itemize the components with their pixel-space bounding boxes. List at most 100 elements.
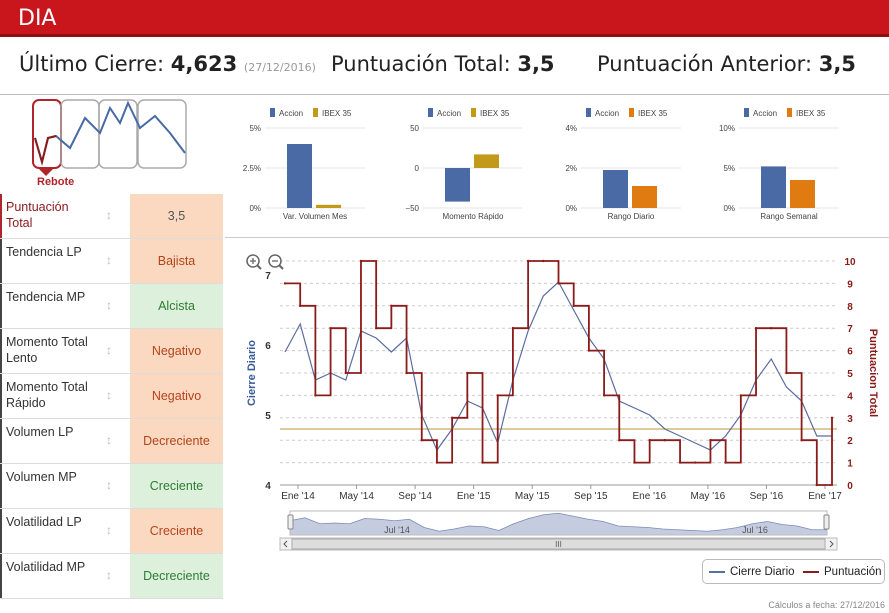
bars-divider — [225, 237, 889, 238]
legend-puntuacion-text: Puntuación — [824, 566, 882, 578]
scroll-left-icon — [283, 540, 288, 548]
bar-accion — [761, 166, 786, 208]
puntuacion-point — [678, 461, 682, 464]
y-tick-right: 10 — [844, 257, 856, 268]
puntuacion-point — [663, 439, 667, 442]
legend-accion-swatch — [428, 108, 433, 117]
y-tick-right: 6 — [847, 347, 853, 358]
header-bar: DIA — [0, 0, 889, 37]
y-tick-label: −50 — [405, 204, 419, 213]
indicator-row: Volatilidad LP ↕ Creciente — [0, 509, 223, 554]
legend-accion-text: Accion — [437, 109, 461, 118]
indicator-value: Creciente — [130, 464, 223, 508]
main-chart-legend[interactable]: Cierre Diario Puntuación — [702, 559, 885, 584]
rebote-signal-icon — [32, 99, 187, 176]
legend-accion-text: Accion — [753, 109, 777, 118]
last-close-label: Último Cierre: — [19, 52, 171, 76]
bar-ibex — [632, 186, 657, 208]
puntuacion-point — [298, 304, 302, 307]
previous-score-label: Puntuación Anterior: — [597, 52, 819, 76]
indicator-row: Tendencia MP ↕ Alcista — [0, 284, 223, 329]
legend-puntuacion[interactable]: Puntuación — [803, 566, 882, 578]
zoom-in-plus — [250, 258, 256, 264]
bar-ibex — [790, 180, 815, 208]
scroll-right-icon — [829, 540, 834, 548]
series-puntuacion-line — [285, 260, 833, 486]
puntuacion-point — [815, 483, 819, 487]
scrollbar-thumb — [291, 538, 826, 550]
sort-arrows-icon[interactable]: ↕ — [106, 298, 112, 312]
y-tick-right: 4 — [847, 391, 853, 402]
sort-arrows-icon[interactable]: ↕ — [106, 523, 112, 537]
puntuacion-point — [359, 259, 363, 263]
puntuacion-point — [648, 439, 651, 442]
puntuacion-point — [557, 282, 560, 285]
indicator-row: Volatilidad MP ↕ Decreciente — [0, 554, 223, 599]
puntuacion-point — [724, 461, 727, 464]
sort-arrows-icon[interactable]: ↕ — [106, 478, 112, 492]
legend-cierre[interactable]: Cierre Diario — [709, 566, 795, 578]
y-tick-left: 7 — [265, 271, 271, 282]
last-close-date: (27/12/2016) — [243, 61, 316, 74]
indicator-value: Negativo — [130, 374, 223, 418]
category-label: Var. Volumen Mes — [283, 212, 347, 221]
legend-puntuacion-swatch — [803, 570, 819, 573]
total-score-value: 3,5 — [517, 52, 555, 76]
puntuacion-point — [420, 439, 423, 442]
y-tick-left: 5 — [265, 411, 271, 422]
puntuacion-point — [481, 461, 484, 464]
range-navigator[interactable]: Jul '14 Jul '16 — [287, 510, 830, 536]
navigator-scrollbar[interactable]: III — [279, 537, 838, 551]
x-tick-label: May '14 — [339, 491, 374, 502]
last-close-value: 4,623 — [170, 52, 238, 76]
indicator-value: 3,5 — [130, 194, 223, 238]
puntuacion-point — [785, 371, 788, 375]
x-tick-label: Sep '15 — [574, 491, 608, 502]
legend-accion-swatch — [744, 108, 749, 117]
legend-cierre-swatch — [709, 570, 725, 573]
puntuacion-point — [329, 327, 332, 330]
bar-ibex — [316, 204, 341, 208]
navigator-label: Jul '14 — [384, 525, 410, 535]
legend-ibex-text: IBEX 35 — [796, 109, 826, 118]
navigator-label: Jul '16 — [742, 525, 768, 535]
sort-arrows-icon[interactable]: ↕ — [106, 433, 112, 447]
puntuacion-point — [496, 394, 499, 397]
bar-ibex — [474, 154, 499, 168]
legend-ibex-swatch — [471, 108, 476, 117]
y-tick-label: 5% — [723, 164, 735, 173]
sort-arrows-icon[interactable]: ↕ — [106, 343, 112, 357]
puntuacion-point — [800, 439, 803, 442]
y-tick-left: 6 — [265, 341, 271, 352]
zoom-out-icon[interactable] — [268, 254, 284, 270]
indicator-row: Momento Total Lento ↕ Negativo — [0, 329, 223, 374]
indicator-row: Momento Total Rápido ↕ Negativo — [0, 374, 223, 419]
y-tick-label: 2% — [565, 164, 577, 173]
navigator-right-handle — [823, 514, 830, 530]
navigator-area — [289, 512, 828, 536]
legend-ibex-swatch — [787, 108, 792, 117]
zoom-in-icon[interactable] — [246, 254, 262, 270]
y-tick-right: 3 — [847, 414, 853, 425]
y-tick-right: 9 — [847, 279, 853, 290]
y-tick-right: 0 — [847, 481, 853, 492]
legend-ibex-swatch — [313, 108, 318, 117]
sort-arrows-icon[interactable]: ↕ — [106, 208, 112, 222]
legend-accion-swatch — [270, 108, 275, 117]
navigator-left-handle — [287, 514, 294, 530]
indicator-value: Creciente — [130, 509, 223, 553]
bar-accion — [287, 144, 312, 208]
sort-arrows-icon[interactable]: ↕ — [106, 568, 112, 582]
legend-accion-text: Accion — [279, 109, 303, 118]
indicator-label: Volumen MP — [0, 464, 95, 508]
puntuacion-point — [572, 304, 575, 307]
sort-arrows-icon[interactable]: ↕ — [106, 253, 112, 267]
x-tick-label: Ene '15 — [457, 491, 491, 502]
total-score: Puntuación Total: 3,5 — [331, 52, 555, 76]
sort-arrows-icon[interactable]: ↕ — [106, 388, 112, 402]
comparison-bar-charts: Accion IBEX 35 5% 2.5% 0% Var. Volumen Mes Acc… — [243, 108, 839, 221]
indicator-label: Momento Total Lento — [0, 329, 95, 373]
category-label: Rango Semanal — [760, 212, 818, 221]
series-cierre-line — [284, 281, 832, 452]
